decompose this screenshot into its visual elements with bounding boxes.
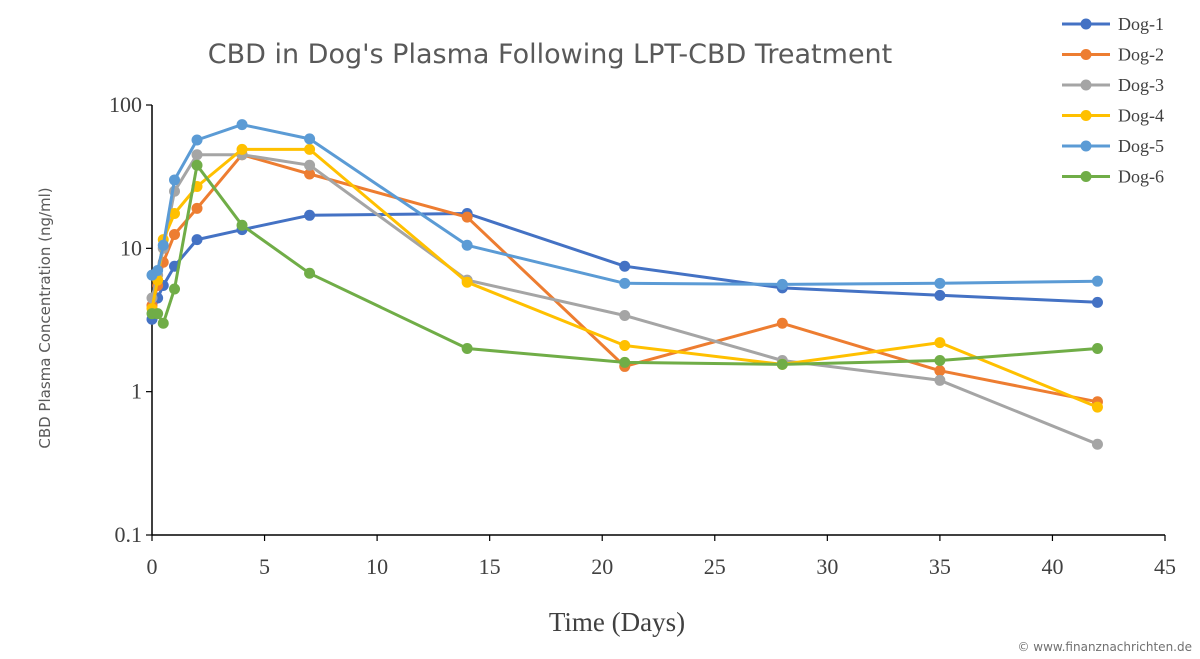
legend-swatch-marker	[1080, 79, 1092, 91]
data-point	[934, 374, 946, 386]
x-tick-label: 25	[704, 554, 726, 579]
data-point	[1091, 275, 1103, 287]
data-point	[169, 228, 181, 240]
axes: 0 5 10 15 20 25 30 35 40 45 0.1 1 10 100	[109, 92, 1176, 579]
data-point	[304, 133, 316, 145]
legend-label: Dog-5	[1118, 136, 1164, 156]
data-point	[191, 134, 203, 146]
data-point	[619, 277, 631, 289]
data-point	[304, 143, 316, 155]
legend-swatch-marker	[1080, 49, 1092, 60]
legend-item: Dog-1	[1062, 14, 1164, 34]
series-dog-1	[146, 207, 1103, 325]
data-point	[461, 276, 473, 288]
data-point	[461, 211, 473, 223]
data-point	[236, 119, 248, 131]
legend-swatch-marker	[1080, 171, 1092, 182]
series-dog-5	[146, 119, 1103, 290]
data-point	[169, 207, 181, 219]
data-point	[169, 174, 181, 186]
y-axis-label: CBD Plasma Concentration (ng/ml)	[36, 187, 54, 448]
data-point	[461, 239, 473, 251]
data-point	[1091, 438, 1103, 450]
legend: Dog-1 Dog-2 Dog-3 Dog-4 Dog-5 Dog-6	[1062, 14, 1164, 187]
data-point	[1091, 401, 1103, 413]
legend-item: Dog-2	[1062, 45, 1164, 65]
series-layer	[146, 119, 1103, 450]
legend-item: Dog-4	[1062, 106, 1164, 126]
data-point	[619, 356, 631, 368]
data-point	[304, 267, 316, 279]
data-point	[461, 343, 473, 355]
data-point	[776, 278, 788, 290]
legend-item: Dog-5	[1062, 136, 1164, 156]
legend-label: Dog-1	[1118, 14, 1164, 34]
data-point	[157, 317, 169, 329]
x-tick-label: 0	[147, 554, 158, 579]
x-tick-label: 15	[479, 554, 501, 579]
x-tick-label: 5	[259, 554, 270, 579]
data-point	[157, 239, 169, 251]
x-tick-label: 10	[366, 554, 388, 579]
data-point	[191, 234, 203, 246]
data-point	[934, 365, 946, 377]
data-point	[1091, 296, 1103, 308]
legend-label: Dog-3	[1118, 75, 1164, 95]
x-tick-label: 40	[1041, 554, 1063, 579]
y-tick-label: 1	[131, 379, 142, 404]
data-point	[169, 283, 181, 295]
data-point	[304, 209, 316, 221]
data-point	[191, 202, 203, 214]
y-tick-label: 100	[109, 92, 142, 117]
series-line	[150, 153, 1099, 446]
y-tick-label: 0.1	[115, 522, 143, 547]
legend-item: Dog-6	[1062, 167, 1164, 187]
legend-item: Dog-3	[1062, 75, 1164, 95]
data-point	[619, 309, 631, 321]
x-tick-label: 45	[1154, 554, 1176, 579]
data-point	[619, 339, 631, 351]
legend-label: Dog-2	[1118, 45, 1164, 65]
legend-label: Dog-4	[1118, 106, 1164, 126]
data-point	[619, 260, 631, 272]
data-point	[934, 289, 946, 301]
series-dog-6	[146, 159, 1103, 370]
data-point	[152, 308, 164, 320]
data-point	[934, 277, 946, 289]
legend-label: Dog-6	[1118, 167, 1164, 187]
data-point	[1091, 343, 1103, 355]
legend-swatch-marker	[1080, 140, 1092, 152]
data-point	[152, 265, 164, 277]
chart-title: CBD in Dog's Plasma Following LPT-CBD Tr…	[208, 39, 893, 70]
x-tick-label: 35	[929, 554, 951, 579]
data-point	[934, 337, 946, 349]
data-point	[776, 358, 788, 370]
data-point	[236, 219, 248, 231]
data-point	[934, 354, 946, 366]
data-point	[191, 159, 203, 171]
x-tick-label: 20	[591, 554, 613, 579]
series-dog-3	[146, 149, 1103, 450]
data-point	[304, 159, 316, 171]
watermark: © www.finanznachrichten.de	[1017, 640, 1192, 654]
data-point	[191, 149, 203, 161]
legend-swatch-marker	[1080, 110, 1092, 121]
data-point	[304, 168, 316, 180]
x-tick-label: 30	[816, 554, 838, 579]
x-axis-label: Time (Days)	[549, 607, 685, 637]
data-point	[236, 143, 248, 155]
data-point	[776, 317, 788, 329]
legend-swatch-marker	[1080, 18, 1092, 30]
y-tick-label: 10	[120, 235, 142, 260]
